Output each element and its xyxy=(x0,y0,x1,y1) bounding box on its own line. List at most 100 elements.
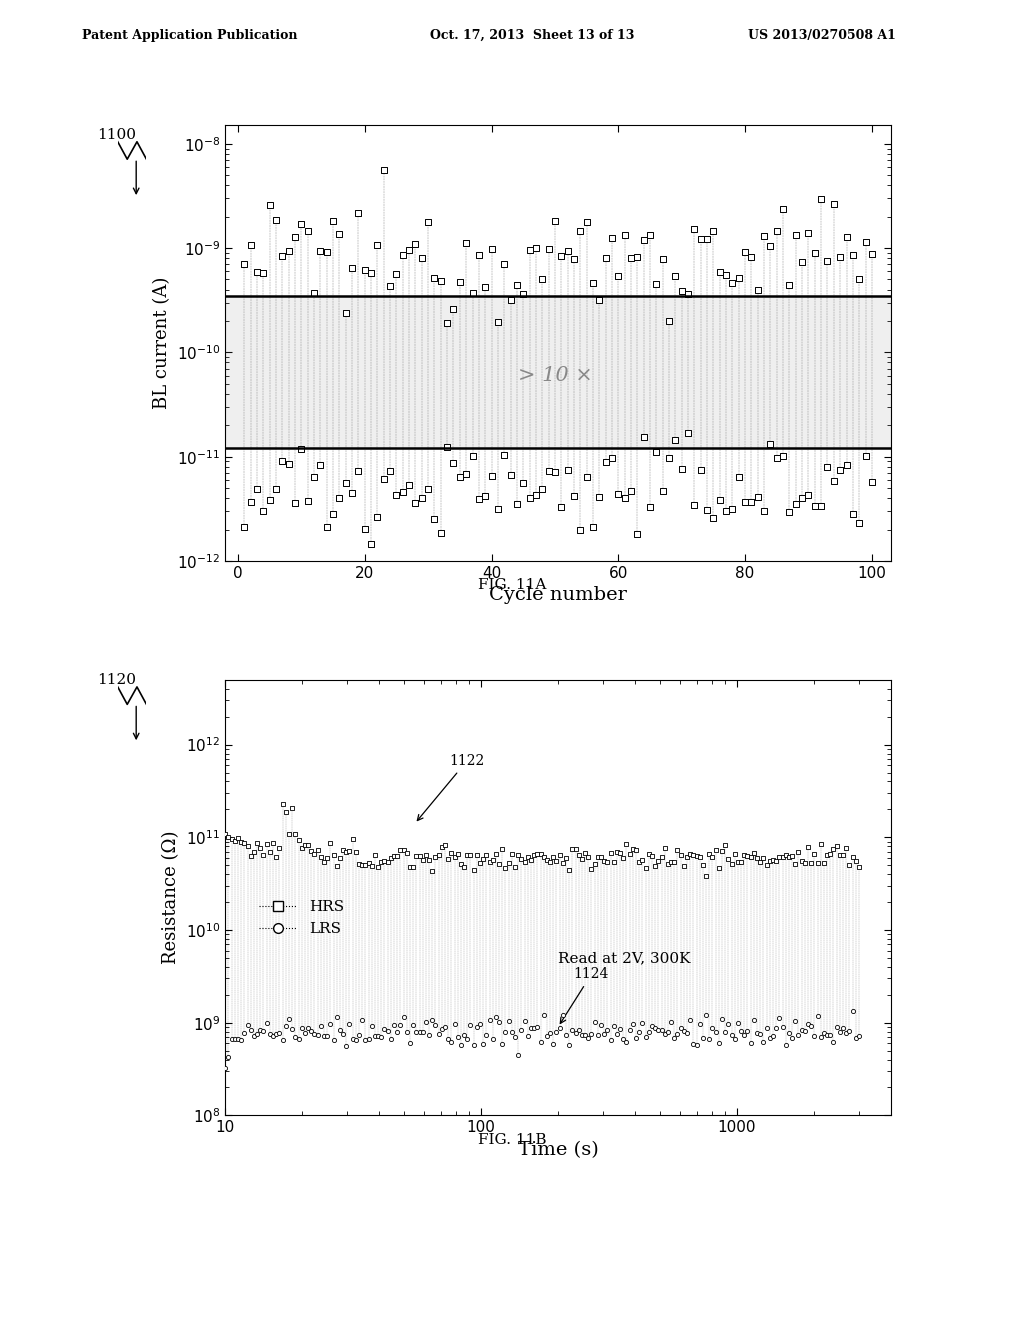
Point xyxy=(674,459,690,480)
Point xyxy=(794,1020,810,1041)
Point xyxy=(331,223,347,244)
Point xyxy=(262,842,279,863)
Point xyxy=(450,1027,466,1048)
Point xyxy=(445,453,462,474)
Point xyxy=(356,260,373,281)
Point xyxy=(495,840,511,861)
Point xyxy=(306,282,323,304)
Point xyxy=(724,499,740,520)
Point xyxy=(706,508,722,529)
Point xyxy=(711,858,727,879)
Point xyxy=(698,228,715,249)
Point xyxy=(666,851,682,873)
Point xyxy=(783,846,800,867)
Point xyxy=(841,854,857,875)
Point xyxy=(489,498,506,519)
Point xyxy=(421,1024,437,1045)
Point xyxy=(261,194,278,215)
Point xyxy=(831,1022,848,1043)
Point xyxy=(472,853,488,874)
Point xyxy=(274,1030,291,1051)
Point xyxy=(698,865,715,886)
Point xyxy=(570,1020,587,1041)
Point xyxy=(464,282,480,304)
Point xyxy=(297,1022,313,1043)
Point xyxy=(851,1026,867,1047)
Point xyxy=(319,1026,336,1047)
Point xyxy=(845,244,861,265)
Point xyxy=(567,838,584,859)
Point xyxy=(278,801,294,822)
Point xyxy=(839,455,855,477)
Point xyxy=(791,841,807,862)
Point xyxy=(723,853,739,874)
Point xyxy=(641,843,657,865)
Point xyxy=(718,264,734,285)
Point xyxy=(535,478,551,499)
Point xyxy=(332,847,348,869)
Point xyxy=(739,1020,756,1041)
Point xyxy=(708,840,724,861)
Point xyxy=(742,1032,759,1053)
Point xyxy=(351,853,368,874)
Point xyxy=(380,1020,396,1041)
Point xyxy=(623,480,639,502)
Point xyxy=(483,239,500,260)
Point xyxy=(281,240,297,261)
Point xyxy=(691,1014,708,1035)
Point xyxy=(367,845,383,866)
Point xyxy=(717,834,733,855)
Point xyxy=(287,227,303,248)
Point xyxy=(809,1006,825,1027)
Point xyxy=(857,445,873,466)
Point xyxy=(797,1020,813,1041)
Point xyxy=(816,1023,833,1044)
Point xyxy=(509,494,525,515)
Point xyxy=(526,1018,543,1039)
Point xyxy=(229,1028,246,1049)
Point xyxy=(803,853,819,874)
Text: FIG. 11A: FIG. 11A xyxy=(478,578,546,593)
Point xyxy=(816,853,833,874)
Point xyxy=(727,843,743,865)
Point xyxy=(354,1010,371,1031)
Point xyxy=(418,1011,434,1032)
Point xyxy=(660,447,677,469)
Point xyxy=(629,247,645,268)
Point xyxy=(610,265,627,286)
Point xyxy=(819,1024,836,1045)
Point xyxy=(414,248,430,269)
Point xyxy=(453,1034,469,1055)
Point xyxy=(338,473,354,494)
Point xyxy=(825,471,842,492)
Point xyxy=(835,1018,851,1039)
Point xyxy=(281,453,297,474)
Point xyxy=(736,843,753,865)
Point xyxy=(694,1027,711,1048)
Point xyxy=(432,271,449,292)
X-axis label: Time (s): Time (s) xyxy=(518,1140,598,1159)
Point xyxy=(676,1020,692,1041)
Point xyxy=(580,847,596,869)
Point xyxy=(243,846,259,867)
Point xyxy=(433,1019,450,1040)
Point xyxy=(561,1035,578,1056)
Point xyxy=(749,847,765,869)
Text: Patent Application Publication: Patent Application Publication xyxy=(82,29,297,42)
Point xyxy=(769,447,785,469)
Point xyxy=(437,834,454,855)
Point xyxy=(426,267,442,288)
Point xyxy=(439,312,456,333)
Point xyxy=(717,1022,733,1043)
Point xyxy=(293,438,309,459)
Point xyxy=(443,1031,460,1052)
Point xyxy=(564,1020,581,1041)
Point xyxy=(376,160,392,181)
Point xyxy=(548,850,564,871)
Point xyxy=(523,849,540,870)
Point xyxy=(743,491,760,512)
Point xyxy=(558,847,574,869)
Point xyxy=(466,859,482,880)
Point xyxy=(325,503,341,524)
Point xyxy=(255,1020,271,1041)
